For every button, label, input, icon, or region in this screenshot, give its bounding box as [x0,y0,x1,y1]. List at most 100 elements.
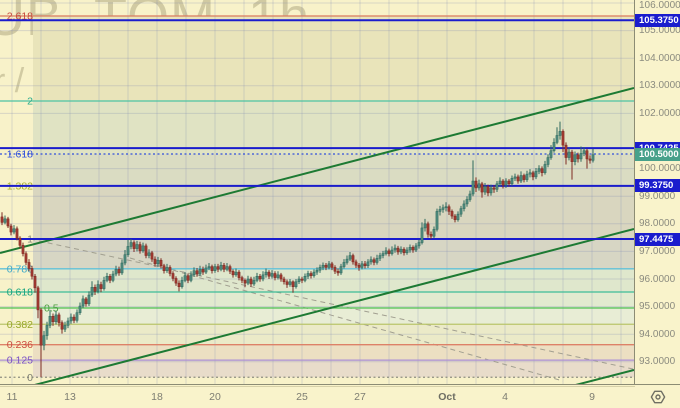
candle-body [432,229,436,237]
candle-body [24,253,28,263]
candle-body [66,320,70,326]
candle-body [288,281,292,285]
chart-pane[interactable]: UB_TOM, 1h r / Russian Ruble TOM 2.61821… [0,0,634,384]
candle-body [141,245,145,252]
candle-body [15,228,19,239]
axis-settings-button[interactable] [635,385,680,408]
candle-body [378,255,382,259]
trend-channel-line[interactable] [486,369,634,384]
candle-body [339,266,343,274]
candle-body [465,199,469,205]
time-axis-label: Oct [438,391,456,403]
candle-body [321,264,325,268]
candle-body [435,211,439,230]
candle-body [510,178,514,185]
candle-body [351,255,355,263]
price-badge: 100.5000 [635,148,680,162]
candle-body [525,173,529,180]
candle-body [219,264,223,270]
fib-band [33,185,634,240]
time-axis-label: 27 [354,391,366,403]
candle-body [60,322,64,330]
candle-body [444,206,448,209]
candle-body [462,203,466,209]
candle-body [105,275,109,281]
time-axis-separator-shadow [0,386,680,387]
candle-body [306,273,310,277]
candle-body [540,168,544,173]
candle-body [429,234,433,237]
time-axis[interactable]: 11 13 18 20 25 27 Oct 4 9 [0,387,680,408]
candle-body [555,135,559,143]
candlestick-chart[interactable]: 2.61821.6181.38210.7860.6180.50.3820.236… [0,0,634,384]
candle-body [573,154,577,162]
candle-body [96,284,100,292]
candle-body [51,316,55,323]
candle-body [390,249,394,254]
candle-body [54,314,58,323]
dashed-trendline[interactable] [129,257,564,382]
candle-body [315,269,319,273]
candle-body [78,305,82,313]
dashed-trendline[interactable] [29,238,634,370]
candle-body [159,259,163,267]
candle-body [276,274,280,278]
price-axis[interactable]: 106.0000 105.0000 104.0000 103.0000 102.0000… [635,0,680,384]
price-axis-label: 97.0000 [639,245,676,257]
candle-body [300,278,304,281]
candle-body [471,180,475,195]
fib-band [33,15,634,101]
trend-channel-line[interactable] [0,87,634,254]
candle-body [30,268,34,277]
candle-body [543,164,547,173]
candle-body [210,266,214,271]
price-axis-label: 104.0000 [639,52,680,64]
price-axis-label: 96.0000 [639,273,676,285]
candle-body [270,273,274,277]
candle-body [186,275,190,281]
candle-body [486,186,490,194]
candle-body [168,267,172,274]
candle-body [534,171,538,178]
price-axis-label: 95.0000 [639,301,676,313]
candle-body [165,267,169,271]
candle-body [489,187,493,194]
candle-body [267,271,271,277]
price-axis-label: 103.0000 [639,80,680,92]
candle-body [291,281,295,287]
candle-body [348,255,352,260]
candle-body [150,252,154,260]
candle-body [516,176,520,182]
candle-body [228,266,232,272]
candle-body [90,287,94,296]
trend-channel-line[interactable] [0,228,634,384]
candle-body [324,264,328,268]
candle-body [0,216,4,223]
candle-body [492,187,496,190]
candle-body [294,281,298,287]
candle-body [381,253,385,256]
candle-body [237,271,241,278]
candle-body [591,154,595,161]
candle-body [561,131,565,146]
candle-body [258,275,262,280]
fib-level-label: 0.125 [7,355,33,367]
candle-body [87,294,91,305]
candle-body [153,258,157,265]
candle-body [114,269,118,275]
candle-body [282,278,286,283]
candle-body [303,275,307,281]
candle-body [531,172,535,178]
candle-body [75,312,79,321]
candle-body [417,242,421,247]
candle-body [372,259,376,263]
candle-body [345,258,349,263]
candle-body [426,223,430,235]
fib-level-label: 1.618 [7,148,33,160]
candle-body [552,142,556,151]
time-axis-label: 11 [6,391,18,403]
candle-body [474,180,478,189]
fib-level-label: 0 [27,372,33,384]
candle-body [183,275,187,281]
candle-body [63,325,67,330]
